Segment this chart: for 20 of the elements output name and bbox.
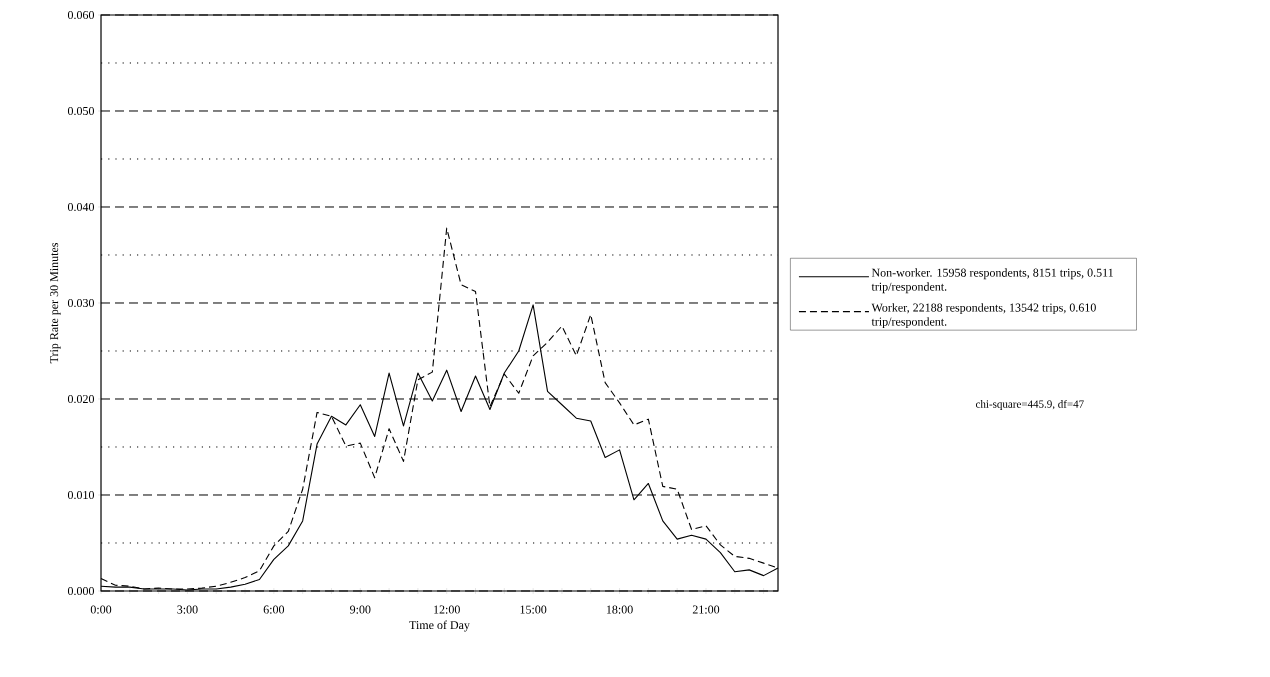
y-tick-label: 0.030 xyxy=(67,298,95,308)
text: Worker, 22188 respondents, 13542 trips, 0.610 trip/respondent. xyxy=(871,303,1096,329)
y-tick-label: 0.060 xyxy=(67,10,95,20)
x-tick-label: 18:00 xyxy=(606,605,633,614)
x-tick-label: 9:00 xyxy=(350,605,371,614)
y-tick-label: 0.000 xyxy=(67,586,95,596)
x-tick-label: 3:00 xyxy=(177,605,198,614)
x-tick-label: 21:00 xyxy=(692,605,720,614)
y-tick-label: 0.020 xyxy=(67,394,95,404)
y-tick-label: 0.010 xyxy=(67,490,95,500)
x-tick-label: 15:00 xyxy=(520,605,547,614)
y-axis-title: Trip Rate per 30 Minutes xyxy=(50,242,61,364)
x-tick-label: 0:00 xyxy=(90,605,112,614)
text: Non-worker. 15958 respondents, 8151 trips, 0.511 trip/respondent. xyxy=(871,268,1113,294)
y-tick-label: 0.050 xyxy=(67,106,95,116)
x-axis-title: Time of Day xyxy=(409,620,470,632)
text: chi-square=445.9, df=47 xyxy=(975,399,1084,410)
x-tick-label: 6:00 xyxy=(263,605,285,614)
x-tick-label: 12:00 xyxy=(434,605,460,614)
y-tick-label: 0.040 xyxy=(67,202,95,212)
